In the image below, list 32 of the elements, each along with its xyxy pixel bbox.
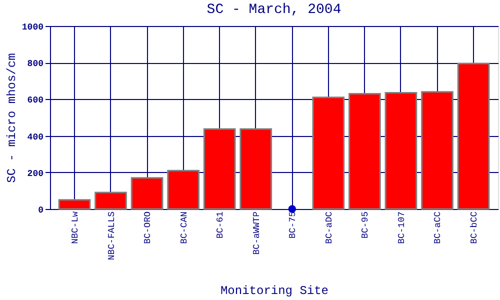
- bar: [130, 177, 164, 210]
- x-tick-label: BC-95: [360, 212, 371, 239]
- y-axis-title: SC - micro mhos/cm: [4, 53, 19, 183]
- bar: [457, 62, 490, 210]
- bar: [203, 128, 236, 210]
- bar: [312, 96, 345, 210]
- bar: [384, 92, 418, 210]
- x-tick-label: BC-bCC: [470, 210, 480, 244]
- x-tick-label: BC-107: [396, 212, 407, 244]
- y-tick-label: 0: [38, 206, 44, 216]
- x-axis-title: Monitoring Site: [220, 284, 329, 298]
- x-tick-label: BC-ORO: [143, 212, 154, 244]
- y-tick-label: 400: [27, 132, 44, 142]
- x-tick-label: NBC-FALLS: [106, 212, 117, 260]
- bar: [58, 199, 91, 210]
- x-tick-label: BC-aCC: [433, 210, 444, 244]
- y-tick-label: 200: [27, 168, 44, 179]
- bar: [348, 92, 381, 210]
- bar: [167, 170, 200, 210]
- x-tick-label: BC-CAN: [179, 212, 190, 244]
- y-tick-label: 800: [27, 59, 44, 70]
- x-tick-label: BC-aDC: [324, 210, 334, 244]
- bar: [94, 192, 127, 210]
- bar: [421, 91, 454, 210]
- y-tick-label: 1000: [22, 22, 44, 32]
- x-tick-label: NBC-Lw: [70, 210, 80, 244]
- x-tick-label: BC-aWWTP: [252, 212, 262, 255]
- chart-title: SC - March, 2004: [206, 2, 342, 18]
- x-tick-label: BC-61: [216, 212, 226, 239]
- y-tick-label: 600: [27, 96, 44, 106]
- bar: [240, 128, 272, 210]
- x-tick-label: BC-75: [288, 212, 298, 239]
